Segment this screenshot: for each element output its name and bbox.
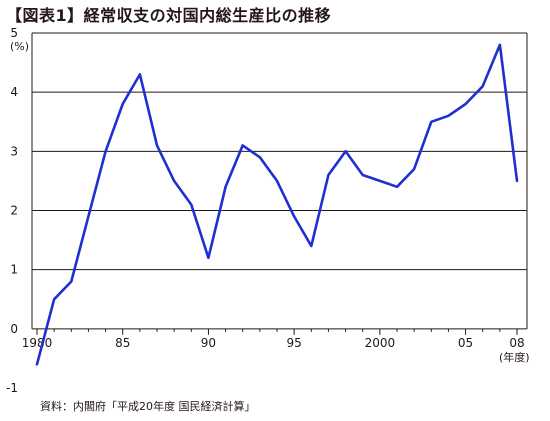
x-axis-label: (年度) (499, 350, 530, 364)
x-tick-label-1980: 1980 (22, 336, 53, 350)
x-tick-label-08: 08 (509, 336, 524, 350)
data-series (35, 43, 519, 366)
y-tick-label-1: 1 (10, 263, 18, 277)
y-tick-label-4: 4 (10, 85, 18, 99)
y-tick-label-0: 0 (10, 322, 18, 336)
source-note: 資料：内閣府「平成20年度 国民経済計算」 (40, 400, 256, 413)
x-tick-label-95: 95 (287, 336, 302, 350)
x-tick-label-2000: 2000 (365, 336, 396, 350)
y-tick-label-5: 5 (10, 26, 18, 40)
x-tick-label-05: 05 (458, 336, 473, 350)
y-axis-label: (%) (10, 40, 29, 53)
series-line-0 (35, 43, 519, 366)
tick-labels: 5 4 3 2 1 0 -1 1980 85 90 95 2000 05 08 (6, 26, 525, 395)
y-tick-label-3: 3 (10, 144, 18, 158)
axes (31, 32, 528, 335)
y-tick-label-2: 2 (10, 204, 18, 218)
y-tick-label--1: -1 (6, 381, 18, 395)
chart-title: 【図表1】経常収支の対国内総生産比の推移 (6, 6, 332, 25)
x-tick-label-90: 90 (201, 336, 216, 350)
x-tick-label-85: 85 (115, 336, 130, 350)
